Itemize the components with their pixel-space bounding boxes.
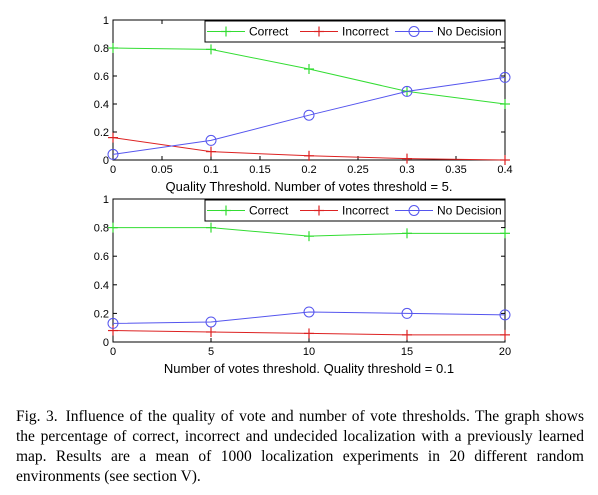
y-tick-label: 0.4: [94, 280, 109, 292]
x-tick-label: 5: [208, 346, 214, 358]
data-point: [206, 222, 216, 233]
y-tick-label: 1: [103, 194, 109, 206]
legend-label: No Decision: [437, 25, 502, 39]
data-point: [107, 317, 119, 329]
x-axis-label: Number of votes threshold. Quality thres…: [164, 361, 454, 376]
y-tick-label: 0.2: [94, 308, 109, 320]
x-tick-label: 0.25: [347, 164, 368, 176]
legend-label: No Decision: [437, 204, 502, 218]
series-line-no-decision: [112, 311, 506, 324]
x-tick-label: 0.4: [497, 164, 512, 176]
data-point: [108, 43, 118, 53]
caption-text: Influence of the quality of vote and num…: [16, 408, 584, 485]
legend-label: Incorrect: [342, 204, 389, 218]
legend: Correct Incorrect No Decision: [204, 199, 506, 222]
data-point: [108, 222, 118, 233]
x-tick-label: 15: [401, 346, 413, 358]
chart-quality-threshold: 0 0.05 0.1 0.15 0.2 0.25 0.3 0.35 0.4 0 0.2 0.4 0.6 0…: [94, 15, 513, 194]
y-tick-label: 0.8: [94, 43, 109, 55]
data-point: [205, 134, 217, 146]
data-point: [402, 153, 412, 164]
x-tick-label: 0: [110, 346, 116, 358]
data-point: [304, 64, 314, 74]
chart-votes-threshold: 0 5 10 15 20 0 0.2 0.4 0.6 0.8 1 Correct Incorrect N…: [94, 194, 511, 376]
data-point: [304, 231, 314, 242]
data-point: [205, 316, 217, 328]
legend-box: [204, 199, 506, 222]
data-point: [108, 325, 118, 336]
axes: 0 5 10 15 20 0 0.2 0.4 0.6 0.8 1: [94, 194, 511, 358]
data-point: [402, 228, 412, 239]
data-point: [206, 146, 216, 157]
x-tick-label: 0.05: [151, 164, 172, 176]
data-point: [304, 328, 314, 339]
data-point: [303, 109, 315, 121]
x-tick-label: 0.2: [301, 164, 316, 176]
data-point: [499, 309, 511, 321]
data-point: [500, 329, 510, 340]
data-marks: [107, 222, 511, 340]
data-point: [206, 44, 216, 55]
legend-label: Incorrect: [342, 25, 389, 39]
x-axis-label: Quality Threshold. Number of votes thres…: [166, 179, 453, 194]
legend-marker: [408, 26, 420, 37]
y-tick-label: 0: [103, 155, 109, 167]
x-tick-label: 0.35: [445, 164, 466, 176]
plot-frame: [112, 19, 506, 161]
y-tick-label: 1: [103, 15, 109, 27]
data-point: [500, 228, 510, 239]
data-point: [107, 148, 119, 160]
data-point: [500, 99, 510, 109]
x-tick-label: 10: [303, 346, 315, 358]
series-line-no-decision: [112, 76, 506, 155]
data-point: [402, 329, 412, 340]
legend-label: Correct: [249, 204, 289, 218]
x-tick-label: 0.15: [249, 164, 270, 176]
data-point: [401, 307, 413, 319]
data-point: [303, 306, 315, 318]
y-tick-label: 0.2: [94, 127, 109, 139]
x-tick-label: 0.3: [399, 164, 414, 176]
y-tick-label: 0.8: [94, 223, 109, 235]
data-marks: [107, 43, 511, 165]
legend-box: [204, 20, 506, 43]
data-point: [500, 155, 510, 165]
y-tick-label: 0: [103, 337, 109, 349]
x-tick-label: 20: [499, 346, 511, 358]
figure-caption: Fig. 3. Influence of the quality of vote …: [16, 407, 584, 487]
legend-marker: [408, 205, 420, 216]
data-point: [108, 132, 118, 143]
plot-frame: [112, 198, 506, 343]
data-point: [499, 71, 511, 83]
legend: Correct Incorrect No Decision: [204, 20, 506, 43]
caption-label: Fig. 3.: [16, 408, 58, 425]
x-tick-label: 0: [110, 164, 116, 176]
data-point: [304, 150, 314, 161]
legend-label: Correct: [249, 25, 289, 39]
data-point: [206, 326, 216, 337]
data-point: [401, 85, 413, 97]
y-tick-label: 0.4: [94, 99, 109, 111]
y-tick-label: 0.6: [94, 251, 109, 263]
x-tick-label: 0.1: [203, 164, 218, 176]
y-tick-label: 0.6: [94, 71, 109, 83]
